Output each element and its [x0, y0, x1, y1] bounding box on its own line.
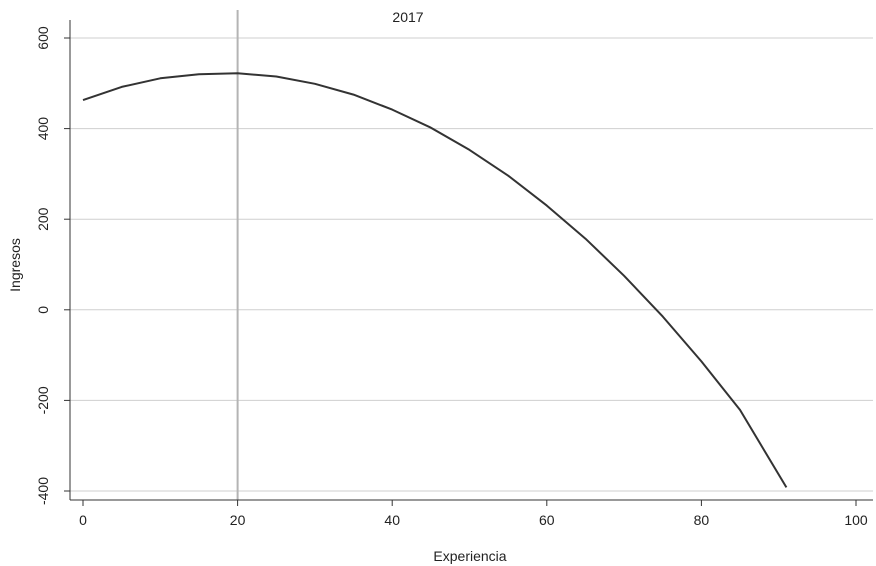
- x-tick-label: 0: [79, 512, 87, 528]
- x-tick-label: 100: [844, 512, 868, 528]
- x-axis-title: Experiencia: [433, 548, 506, 564]
- x-tick-label: 80: [694, 512, 710, 528]
- y-tick-label: 600: [35, 26, 51, 50]
- x-tick-label: 40: [384, 512, 400, 528]
- y-tick-label: 200: [35, 207, 51, 231]
- x-tick-label: 60: [539, 512, 555, 528]
- axes: [64, 20, 873, 506]
- gridlines: [70, 37, 873, 492]
- y-tick-label: 0: [35, 306, 51, 314]
- y-axis-title: Ingresos: [7, 238, 23, 292]
- y-tick-label: -200: [35, 386, 51, 414]
- x-tick-label: 20: [230, 512, 246, 528]
- y-tick-label: 400: [35, 117, 51, 141]
- y-tick-label: -400: [35, 477, 51, 505]
- chart-title: 2017: [392, 9, 423, 25]
- tick-labels: 0 20 40 60 80 100 -400 -200 0 200 400 600: [35, 26, 868, 528]
- series-line: [82, 72, 788, 488]
